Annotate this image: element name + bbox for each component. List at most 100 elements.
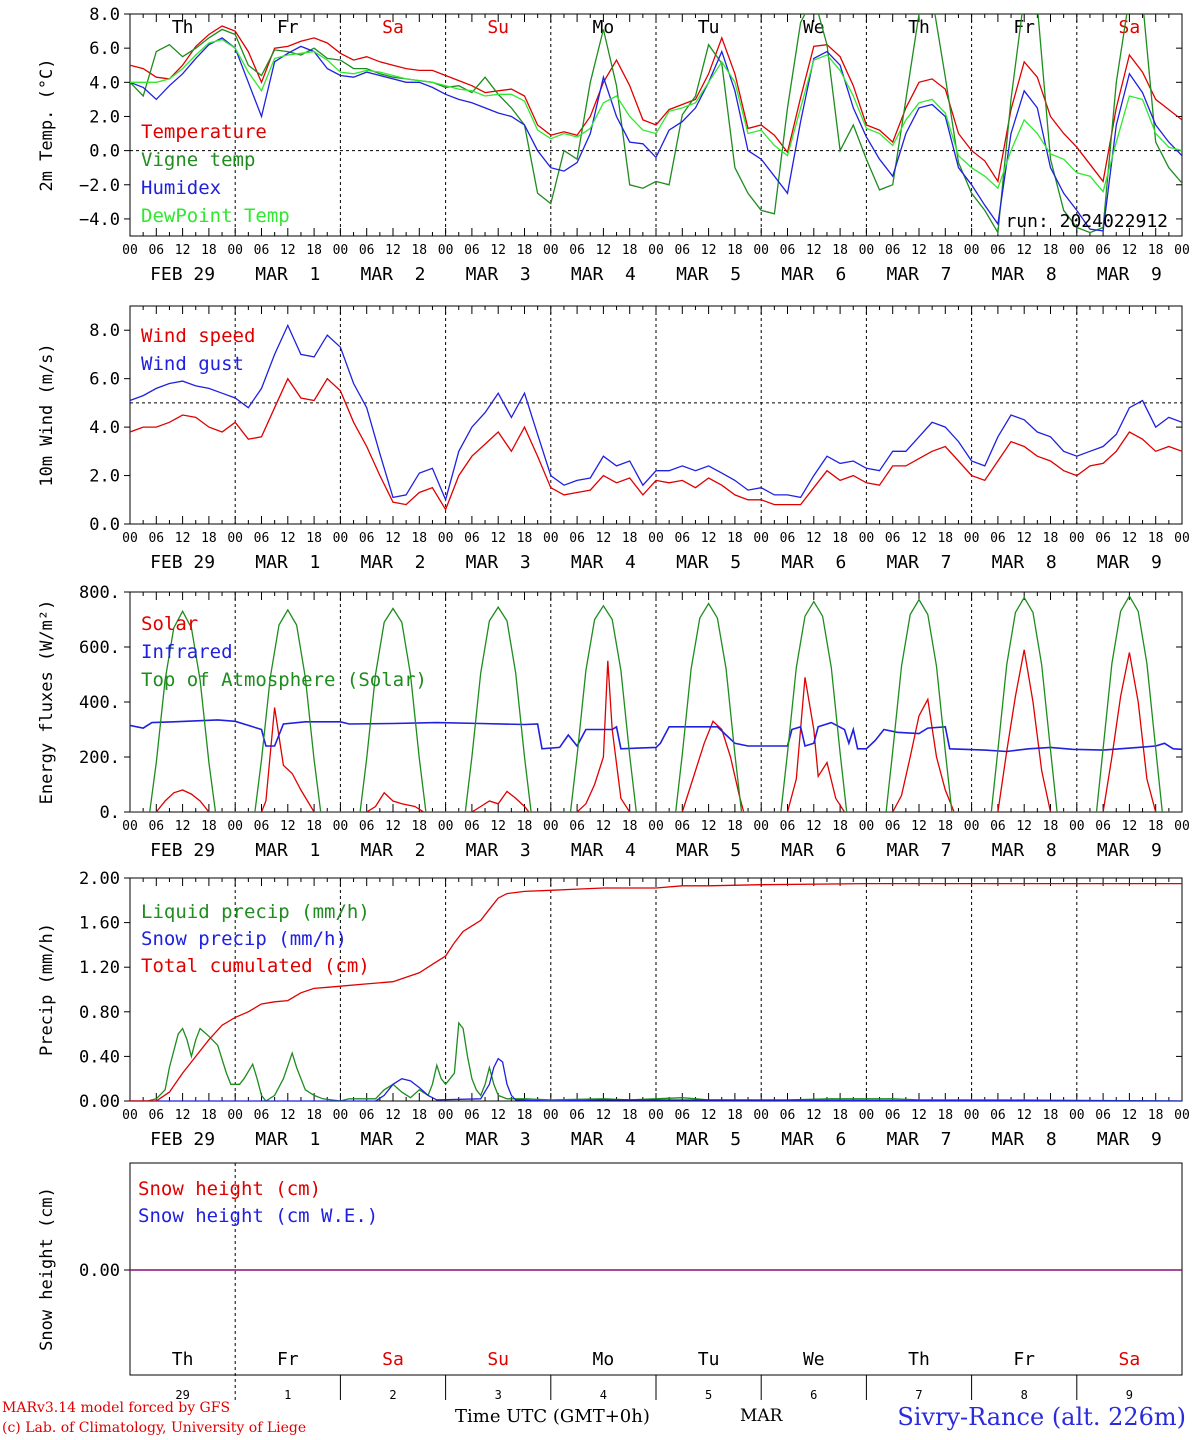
hour-tick-label: 12 (911, 243, 927, 258)
day-number: 4 (600, 1388, 607, 1402)
copyright-credit: (c) Lab. of Climatology, University of L… (2, 1420, 307, 1436)
date-label: MAR 1 (255, 840, 320, 861)
y-tick-label: −4.0 (79, 210, 120, 230)
hour-tick-label: 18 (1148, 243, 1164, 258)
legend-entry: Infrared (141, 641, 233, 663)
hour-tick-label: 00 (333, 531, 349, 546)
hour-tick-label: 06 (569, 1108, 585, 1123)
hour-tick-label: 12 (806, 1108, 822, 1123)
y-tick-label: 800. (79, 583, 120, 603)
hour-tick-label: 18 (727, 531, 743, 546)
hour-tick-label: 00 (648, 819, 664, 834)
y-tick-label: 600. (79, 638, 120, 658)
date-label: MAR 7 (886, 1129, 951, 1150)
hour-tick-label: 00 (227, 531, 243, 546)
hour-tick-label: 06 (780, 531, 796, 546)
hour-tick-label: 00 (1174, 819, 1190, 834)
hour-tick-label: 18 (1148, 1108, 1164, 1123)
y-tick-label: 0.40 (79, 1047, 120, 1067)
month-label: MAR (740, 1406, 783, 1426)
hour-tick-label: 12 (490, 819, 506, 834)
legend-entry: DewPoint Temp (141, 205, 290, 227)
hour-tick-label: 00 (648, 243, 664, 258)
hour-tick-label: 06 (674, 1108, 690, 1123)
y-tick-label: −2.0 (79, 176, 120, 196)
hour-tick-label: 12 (596, 1108, 612, 1123)
hour-tick-label: 12 (490, 1108, 506, 1123)
hour-tick-label: 18 (937, 819, 953, 834)
hour-tick-label: 00 (333, 243, 349, 258)
date-label: MAR 2 (360, 552, 425, 573)
hour-tick-label: 12 (911, 819, 927, 834)
hour-tick-label: 00 (438, 243, 454, 258)
legend-entry: Solar (141, 613, 198, 635)
hour-tick-label: 00 (1174, 1108, 1190, 1123)
hour-tick-label: 06 (254, 243, 270, 258)
day-name: Sa (1119, 1349, 1141, 1370)
hour-tick-label: 06 (674, 819, 690, 834)
hour-tick-label: 18 (727, 819, 743, 834)
hour-tick-label: 18 (832, 531, 848, 546)
y-tick-label: 1.60 (79, 914, 120, 934)
series-line-wind-gust (130, 323, 1182, 502)
hour-tick-label: 18 (832, 243, 848, 258)
hour-tick-label: 06 (569, 819, 585, 834)
hour-tick-label: 12 (385, 1108, 401, 1123)
hour-tick-label: 00 (859, 243, 875, 258)
day-name: Tu (698, 1349, 720, 1370)
hour-tick-label: 06 (464, 531, 480, 546)
y-tick-label: 2.0 (89, 107, 120, 127)
y-tick-label: 2.0 (89, 467, 120, 487)
hour-tick-label: 12 (280, 819, 296, 834)
hour-tick-label: 12 (1122, 1108, 1138, 1123)
hour-tick-label: 06 (254, 531, 270, 546)
y-tick-label: 1.20 (79, 958, 120, 978)
legend-entry: Total cumulated (cm) (141, 955, 370, 977)
hour-tick-label: 06 (990, 243, 1006, 258)
hour-tick-label: 06 (885, 819, 901, 834)
hour-tick-label: 12 (1122, 819, 1138, 834)
hour-tick-label: 12 (1016, 243, 1032, 258)
hour-tick-label: 12 (385, 819, 401, 834)
hour-tick-label: 18 (411, 1108, 427, 1123)
day-number: 8 (1021, 1388, 1028, 1402)
y-axis-label: 2m Temp. (°C) (37, 58, 57, 191)
y-tick-label: 8.0 (89, 5, 120, 25)
date-label: MAR 4 (571, 264, 636, 285)
legend-entry: Liquid precip (mm/h) (141, 901, 370, 923)
date-label: MAR 5 (676, 840, 741, 861)
date-label: MAR 5 (676, 552, 741, 573)
day-name: Fr (277, 1349, 299, 1370)
hour-tick-label: 00 (1069, 243, 1085, 258)
y-axis-label: Energy fluxes (W/m²) (37, 600, 57, 805)
series-line-infrared (130, 719, 1182, 753)
hour-tick-label: 12 (175, 243, 191, 258)
hour-tick-label: 06 (464, 243, 480, 258)
series-line-total-cumulated-cm- (130, 882, 1182, 1101)
hour-tick-label: 06 (148, 531, 164, 546)
legend-entry: Temperature (141, 121, 267, 143)
date-label: MAR 8 (992, 552, 1057, 573)
day-number: 29 (175, 1388, 189, 1402)
series-line-solar (130, 649, 1182, 812)
date-label: FEB 29 (150, 840, 215, 861)
series-line-top-of-atmosphere-solar- (130, 594, 1182, 812)
hour-tick-label: 18 (937, 531, 953, 546)
hour-tick-label: 00 (964, 531, 980, 546)
hour-tick-label: 12 (1122, 531, 1138, 546)
hour-tick-label: 12 (806, 819, 822, 834)
y-tick-label: 0.0 (89, 515, 120, 535)
date-label: MAR 9 (1097, 1129, 1162, 1150)
panel-temp: 8.0 6.0 4.0 2.0 0.0 −2.0 −4.0 2m Temp. (°C) 00 06… (37, 5, 1190, 285)
hour-tick-label: 12 (1016, 1108, 1032, 1123)
hour-tick-label: 06 (1095, 819, 1111, 834)
hour-tick-label: 18 (1043, 243, 1059, 258)
hour-tick-label: 12 (1016, 819, 1032, 834)
day-name: Su (487, 1349, 509, 1370)
hour-tick-label: 06 (359, 531, 375, 546)
hour-tick-label: 06 (569, 243, 585, 258)
hour-tick-label: 06 (359, 1108, 375, 1123)
hour-tick-label: 06 (780, 819, 796, 834)
hour-tick-label: 06 (359, 819, 375, 834)
hour-tick-label: 00 (1069, 819, 1085, 834)
